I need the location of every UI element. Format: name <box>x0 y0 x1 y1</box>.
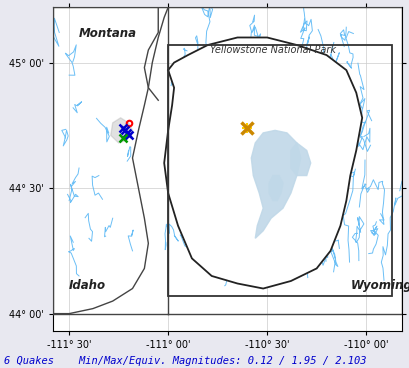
Text: Wyoming: Wyoming <box>349 279 409 291</box>
Polygon shape <box>251 130 300 238</box>
Polygon shape <box>268 176 282 201</box>
Text: Idaho: Idaho <box>69 279 106 291</box>
Bar <box>168 45 391 296</box>
Polygon shape <box>164 38 361 289</box>
Text: Yellowstone National Park: Yellowstone National Park <box>209 45 335 54</box>
Polygon shape <box>110 118 132 143</box>
Text: Montana: Montana <box>79 28 137 40</box>
Polygon shape <box>290 143 310 176</box>
Text: 6 Quakes    Min/Max/Equiv. Magnitudes: 0.12 / 1.95 / 2.103: 6 Quakes Min/Max/Equiv. Magnitudes: 0.12… <box>4 356 366 366</box>
